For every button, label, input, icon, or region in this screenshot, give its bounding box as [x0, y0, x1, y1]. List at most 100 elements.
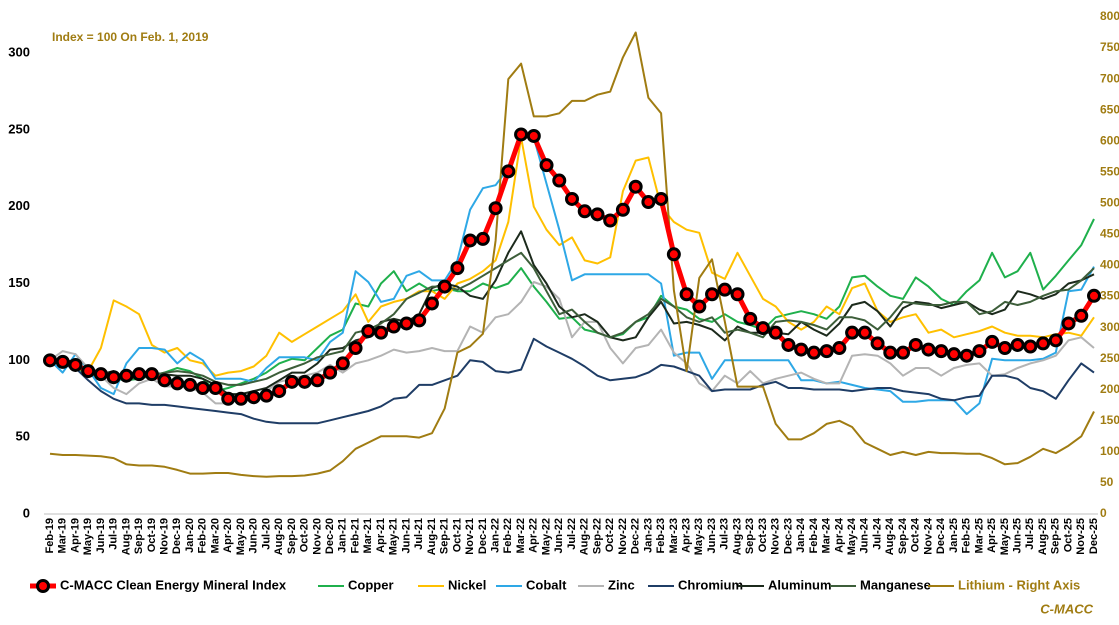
- y2-tick-label: 400: [1100, 258, 1119, 272]
- series-line: [49, 31, 1095, 478]
- point-marker: [896, 345, 911, 360]
- x-tick-label: Jul-24: [871, 517, 883, 550]
- legend-label: Cobalt: [526, 577, 567, 592]
- y-tick-label: 150: [8, 275, 30, 290]
- y-tick-label: 200: [8, 198, 30, 213]
- point-marker: [475, 231, 490, 246]
- x-tick-label: May-24: [846, 517, 858, 555]
- point-marker: [794, 342, 809, 357]
- point-marker: [934, 344, 949, 359]
- x-tick-label: Apr-23: [680, 518, 692, 553]
- x-tick-label: Oct-22: [604, 518, 616, 552]
- x-tick-label: Jul-20: [260, 518, 272, 550]
- point-marker: [323, 365, 338, 380]
- x-tick-label: Sep-24: [897, 517, 909, 554]
- point-marker: [972, 344, 987, 359]
- point-marker: [679, 287, 694, 302]
- point-marker: [246, 390, 261, 405]
- point-marker: [259, 388, 274, 403]
- point-marker: [335, 356, 350, 371]
- point-marker: [412, 313, 427, 328]
- x-tick-label: Mar-22: [515, 518, 527, 553]
- point-marker: [845, 325, 860, 340]
- point-marker: [743, 311, 758, 326]
- point-marker: [705, 287, 720, 302]
- point-marker: [921, 342, 936, 357]
- x-tick-label: Jan-24: [795, 517, 807, 553]
- legend-item: Chromium: [648, 577, 743, 592]
- x-tick-label: Sep-20: [286, 518, 298, 554]
- x-tick-label: Nov-21: [464, 518, 476, 555]
- x-tick-label: Jul-19: [108, 518, 120, 550]
- point-marker: [284, 374, 299, 389]
- point-marker: [959, 348, 974, 363]
- x-tick-label: Jun-25: [1012, 518, 1024, 553]
- legend-label: C-MACC Clean Energy Mineral Index: [60, 577, 287, 592]
- y2-tick-label: 0: [1100, 506, 1107, 520]
- point-marker: [157, 373, 172, 388]
- point-marker: [297, 374, 312, 389]
- series-line: [49, 337, 1095, 425]
- point-marker: [424, 296, 439, 311]
- point-marker: [208, 380, 223, 395]
- x-tick-label: Jun-21: [400, 518, 412, 553]
- point-marker: [666, 247, 681, 262]
- x-tick-label: Jan-21: [337, 518, 349, 553]
- point-marker: [870, 336, 885, 351]
- legend-label: Aluminum: [768, 577, 832, 592]
- point-marker: [857, 325, 872, 340]
- x-tick-label: Nov-23: [770, 518, 782, 555]
- point-marker: [501, 164, 516, 179]
- x-tick-label: Jan-23: [642, 518, 654, 553]
- point-marker: [221, 391, 236, 406]
- x-tick-label: Oct-19: [146, 518, 158, 552]
- x-tick-label: Mar-21: [362, 518, 374, 553]
- x-tick-label: Aug-19: [120, 518, 132, 555]
- point-marker: [806, 345, 821, 360]
- legend-marker: [36, 579, 50, 593]
- legend-item: Aluminum: [738, 577, 832, 592]
- x-tick-label: Jun-20: [248, 518, 260, 553]
- x-tick-label: Feb-25: [961, 518, 973, 553]
- point-marker: [43, 353, 57, 368]
- y-tick-label: 0: [23, 505, 30, 520]
- x-tick-label: Feb-23: [655, 518, 667, 553]
- point-marker: [997, 341, 1012, 356]
- y2-tick-label: 450: [1100, 227, 1119, 241]
- x-tick-label: Mar-25: [973, 518, 985, 553]
- point-marker: [144, 367, 159, 382]
- y2-tick-label: 650: [1100, 102, 1119, 116]
- point-marker: [730, 287, 745, 302]
- point-marker: [1010, 337, 1025, 352]
- x-tick-label: Dec-22: [630, 518, 642, 554]
- y2-tick-label: 200: [1100, 382, 1119, 396]
- point-marker: [539, 158, 554, 173]
- legend-label: Copper: [348, 577, 394, 592]
- point-marker: [590, 207, 605, 222]
- x-tick-label: Aug-21: [426, 518, 438, 555]
- y2-tick-label: 300: [1100, 320, 1119, 334]
- credit: C-MACC: [1040, 601, 1093, 616]
- y2-tick-label: 100: [1100, 444, 1119, 458]
- x-tick-label: Jul-21: [413, 518, 425, 550]
- point-marker: [399, 316, 414, 331]
- x-tick-label: Jul-22: [566, 518, 578, 550]
- x-tick-label: Aug-22: [579, 518, 591, 555]
- x-tick-label: Mar-19: [57, 518, 69, 553]
- x-tick-label: Mar-20: [209, 518, 221, 553]
- point-marker: [883, 345, 898, 360]
- x-tick-label: Feb-22: [502, 518, 514, 553]
- y-tick-label: 50: [16, 429, 30, 444]
- x-tick-label: Sep-25: [1050, 518, 1062, 554]
- point-marker: [552, 173, 567, 188]
- x-tick-label: Oct-25: [1062, 518, 1074, 552]
- x-tick-label: Jun-22: [553, 518, 565, 553]
- series-line: [49, 251, 1095, 386]
- legend-item: Zinc: [578, 577, 635, 592]
- y2-tick-label: 550: [1100, 164, 1119, 178]
- x-tick-label: Dec-23: [782, 518, 794, 554]
- x-tick-label: Apr-21: [375, 518, 387, 553]
- x-tick-label: Jan-20: [184, 518, 196, 553]
- x-tick-label: Nov-22: [617, 518, 629, 555]
